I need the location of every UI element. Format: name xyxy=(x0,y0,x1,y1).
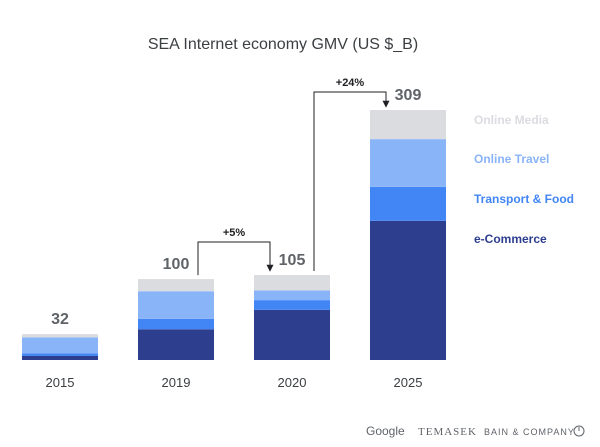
logo-bar: Google TEMASEK BAIN & COMPANY xyxy=(366,424,585,438)
totals-group: 32 100 105 309 xyxy=(51,87,421,328)
bar-2015-online-travel xyxy=(22,337,98,354)
legend-item-transport-food: Transport & Food xyxy=(474,192,574,206)
x-axis-labels: 2015 2019 2020 2025 xyxy=(46,375,423,390)
bar-2015-e-commerce xyxy=(22,355,98,360)
growth-arrow-2019-2020: +5% xyxy=(197,227,274,276)
legend-item-e-commerce: e-Commerce xyxy=(474,232,547,246)
total-label-2020: 105 xyxy=(279,252,306,269)
growth-arrow-2020-2025: +24% xyxy=(313,77,390,272)
bar-2020-e-commerce xyxy=(254,309,330,360)
x-tick-label-2025: 2025 xyxy=(394,375,423,390)
bar-2025-online-media xyxy=(370,110,446,140)
bar-2025-online-travel xyxy=(370,139,446,187)
total-label-2025: 309 xyxy=(395,87,422,104)
bar-2020-online-media xyxy=(254,275,330,291)
legend-item-online-travel: Online Travel xyxy=(474,152,549,166)
x-tick-label-2019: 2019 xyxy=(162,375,191,390)
google-logo: Google xyxy=(366,424,405,438)
total-label-2019: 100 xyxy=(163,256,190,273)
growth-label-2019-2020: +5% xyxy=(223,227,246,239)
x-tick-label-2015: 2015 xyxy=(46,375,75,390)
bars-group xyxy=(22,110,446,360)
growth-arrow-line xyxy=(313,91,390,272)
bar-2019-online-media xyxy=(138,279,214,292)
legend: e-Commerce Transport & Food Online Travel O… xyxy=(474,113,574,246)
bar-2015-transport-food xyxy=(22,353,98,356)
growth-label-2020-2025: +24% xyxy=(336,77,365,89)
legend-item-online-media: Online Media xyxy=(474,113,549,127)
bain-logo: BAIN & COMPANY xyxy=(484,427,575,437)
x-tick-label-2020: 2020 xyxy=(278,375,307,390)
bar-2025-e-commerce xyxy=(370,220,446,360)
bar-2019-transport-food xyxy=(138,318,214,330)
bar-2020-transport-food xyxy=(254,300,330,310)
total-label-2015: 32 xyxy=(51,311,69,328)
bar-2019-e-commerce xyxy=(138,329,214,360)
growth-arrow-line xyxy=(197,241,274,276)
bain-compass-icon xyxy=(573,425,585,437)
bar-2025-transport-food xyxy=(370,186,446,221)
chart-title: SEA Internet economy GMV (US $_B) xyxy=(148,36,418,53)
temasek-logo: TEMASEK xyxy=(418,426,477,438)
growth-annotations: +5% +24% xyxy=(197,77,390,276)
bar-2015-online-media xyxy=(22,334,98,338)
bar-2020-online-travel xyxy=(254,290,330,301)
bar-2019-online-travel xyxy=(138,291,214,319)
